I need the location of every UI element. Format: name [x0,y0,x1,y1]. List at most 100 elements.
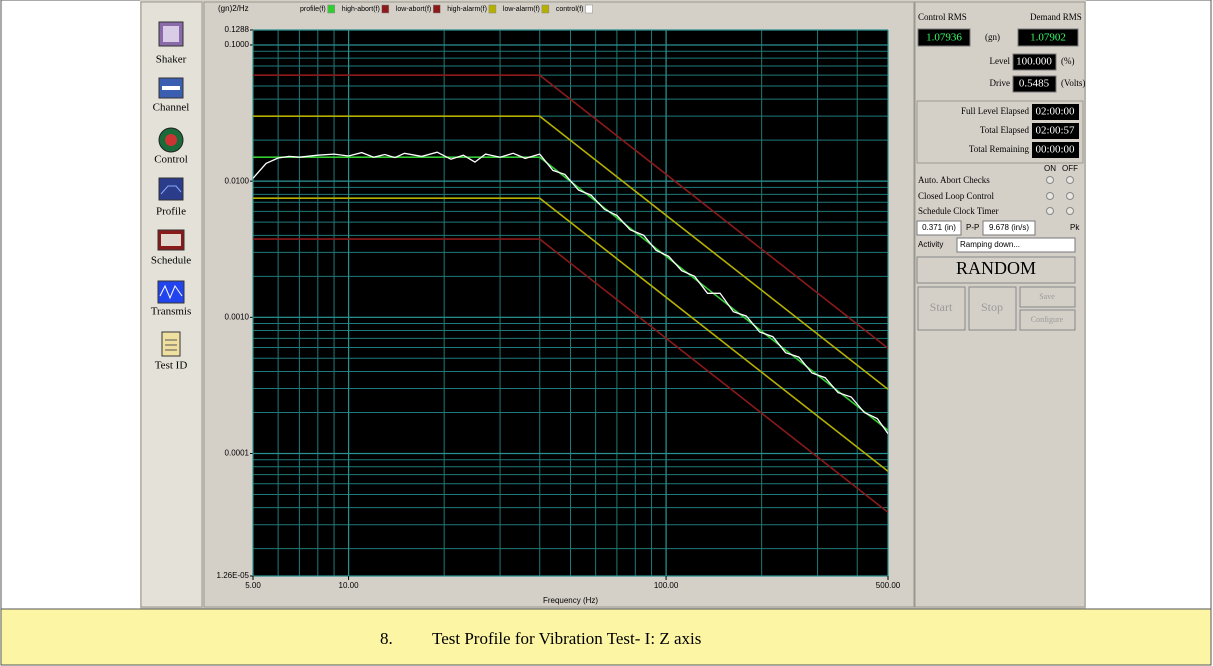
timer-label: Total Remaining [969,144,1030,154]
y-tick-label: 0.0100 [225,176,250,185]
x-tick-label: 10.00 [339,581,360,590]
value-box [1032,104,1079,120]
series-line [253,197,888,472]
save-button[interactable] [1019,286,1076,308]
pp-label: P-P [966,223,979,232]
legend-label: high-abort(f) [342,6,380,13]
activity-box [956,237,1076,253]
lcd-box [917,28,971,47]
value-box [1032,142,1079,158]
legend-swatch [381,4,390,14]
series-line [253,115,888,390]
profile-icon-inner [160,185,182,195]
y-axis-label: (gn)2/Hz [218,4,249,13]
toolbar-label: Transmis [151,306,192,318]
radio[interactable] [1066,176,1074,184]
chart: 0.1288 0.1000 0.0100 0.0010 0.0001 1.26E-055.… [217,4,901,605]
mode-box [916,256,1076,284]
drive-unit: (Volts) [1061,78,1085,88]
off-label: OFF [1062,164,1078,173]
radio[interactable] [1046,207,1054,215]
configure-button-label: Configure [1031,315,1064,324]
level-label: Level [990,56,1011,66]
x-tick-label: 100.00 [654,581,679,590]
demand-rms-label: Demand RMS [1030,12,1082,22]
radio[interactable] [1066,207,1074,215]
value-box [1012,75,1057,93]
legend-label: control(f) [556,6,584,13]
timer-value: 02:00:00 [1035,106,1075,118]
toolbar-label: Test ID [155,360,188,372]
y-tick-label: 0.0001 [225,449,250,458]
toolbar-label: Control [154,154,188,166]
series-line [253,151,888,434]
x-tick-label: 5.00 [245,581,261,590]
radio[interactable] [1046,176,1054,184]
legend-label: low-alarm(f) [503,6,540,13]
value-box [916,220,962,236]
level-unit: (%) [1061,56,1075,66]
caption-text: Test Profile for Vibration Test- I: Z ax… [432,629,701,648]
control-icon-inner [165,134,177,146]
legend-swatch [585,4,593,14]
check-label: Schedule Clock Timer [918,206,999,216]
activity-label: Activity [918,240,943,249]
y-tick-label: 1.26E-05 [217,571,250,580]
caption-bar [0,608,1212,666]
drive-label: Drive [990,78,1011,88]
radio[interactable] [1046,192,1054,200]
timer-value: 02:00:57 [1035,125,1075,137]
legend-swatch [432,4,441,14]
legend-label: high-alarm(f) [447,6,487,13]
toolbar-label: Channel [153,102,190,114]
rms-unit: (gn) [985,32,1000,42]
toolbar-label: Schedule [151,255,191,267]
pk-label: Pk [1070,223,1080,232]
transmis-icon-inner [159,284,183,300]
timer-group [916,100,1084,164]
value-box [1032,123,1079,139]
start-button-label: Start [930,300,953,314]
timer-value: 00:00:00 [1035,144,1075,156]
control-rms: 1.07936 [926,32,962,44]
stop-button[interactable] [968,286,1017,331]
series-line [253,238,888,513]
x-tick-label: 500.00 [876,581,901,590]
caption-number: 8. [380,629,393,648]
x-axis-label: Frequency (Hz) [543,596,598,605]
configure-button[interactable] [1019,309,1076,331]
testid-icon-inner [165,339,177,351]
testid-icon[interactable] [161,331,181,357]
profile-icon[interactable] [158,177,184,201]
check-label: Auto. Abort Checks [918,175,990,185]
value-box [982,220,1036,236]
control-rms-label: Control RMS [918,12,967,22]
mode: RANDOM [956,258,1036,278]
value-box [1012,53,1057,71]
level: 100.000 [1016,56,1052,68]
lcd-box [1017,28,1079,47]
displacement: 0.371 (in) [922,223,956,232]
timer-label: Full Level Elapsed [961,106,1029,116]
y-tick-label: 0.0010 [225,312,250,321]
activity: Ramping down... [960,240,1020,249]
toolbar-label: Shaker [156,54,187,66]
check-label: Closed Loop Control [918,191,994,201]
series-line [253,74,888,349]
start-button[interactable] [917,286,966,331]
legend-swatch [327,4,335,14]
legend-swatch [541,4,550,14]
series-line [253,156,888,431]
save-button-label: Save [1039,292,1055,301]
channel-icon-inner [162,86,180,90]
legend-label: low-abort(f) [396,6,431,13]
toolbar [140,1,203,608]
radio[interactable] [1066,192,1074,200]
legend-label: profile(f) [300,6,326,13]
stop-button-label: Stop [981,300,1003,314]
y-tick-label: 0.1288 [225,25,250,34]
drive: 0.5485 [1019,78,1050,90]
on-label: ON [1044,164,1056,173]
timer-label: Total Elapsed [980,125,1030,135]
